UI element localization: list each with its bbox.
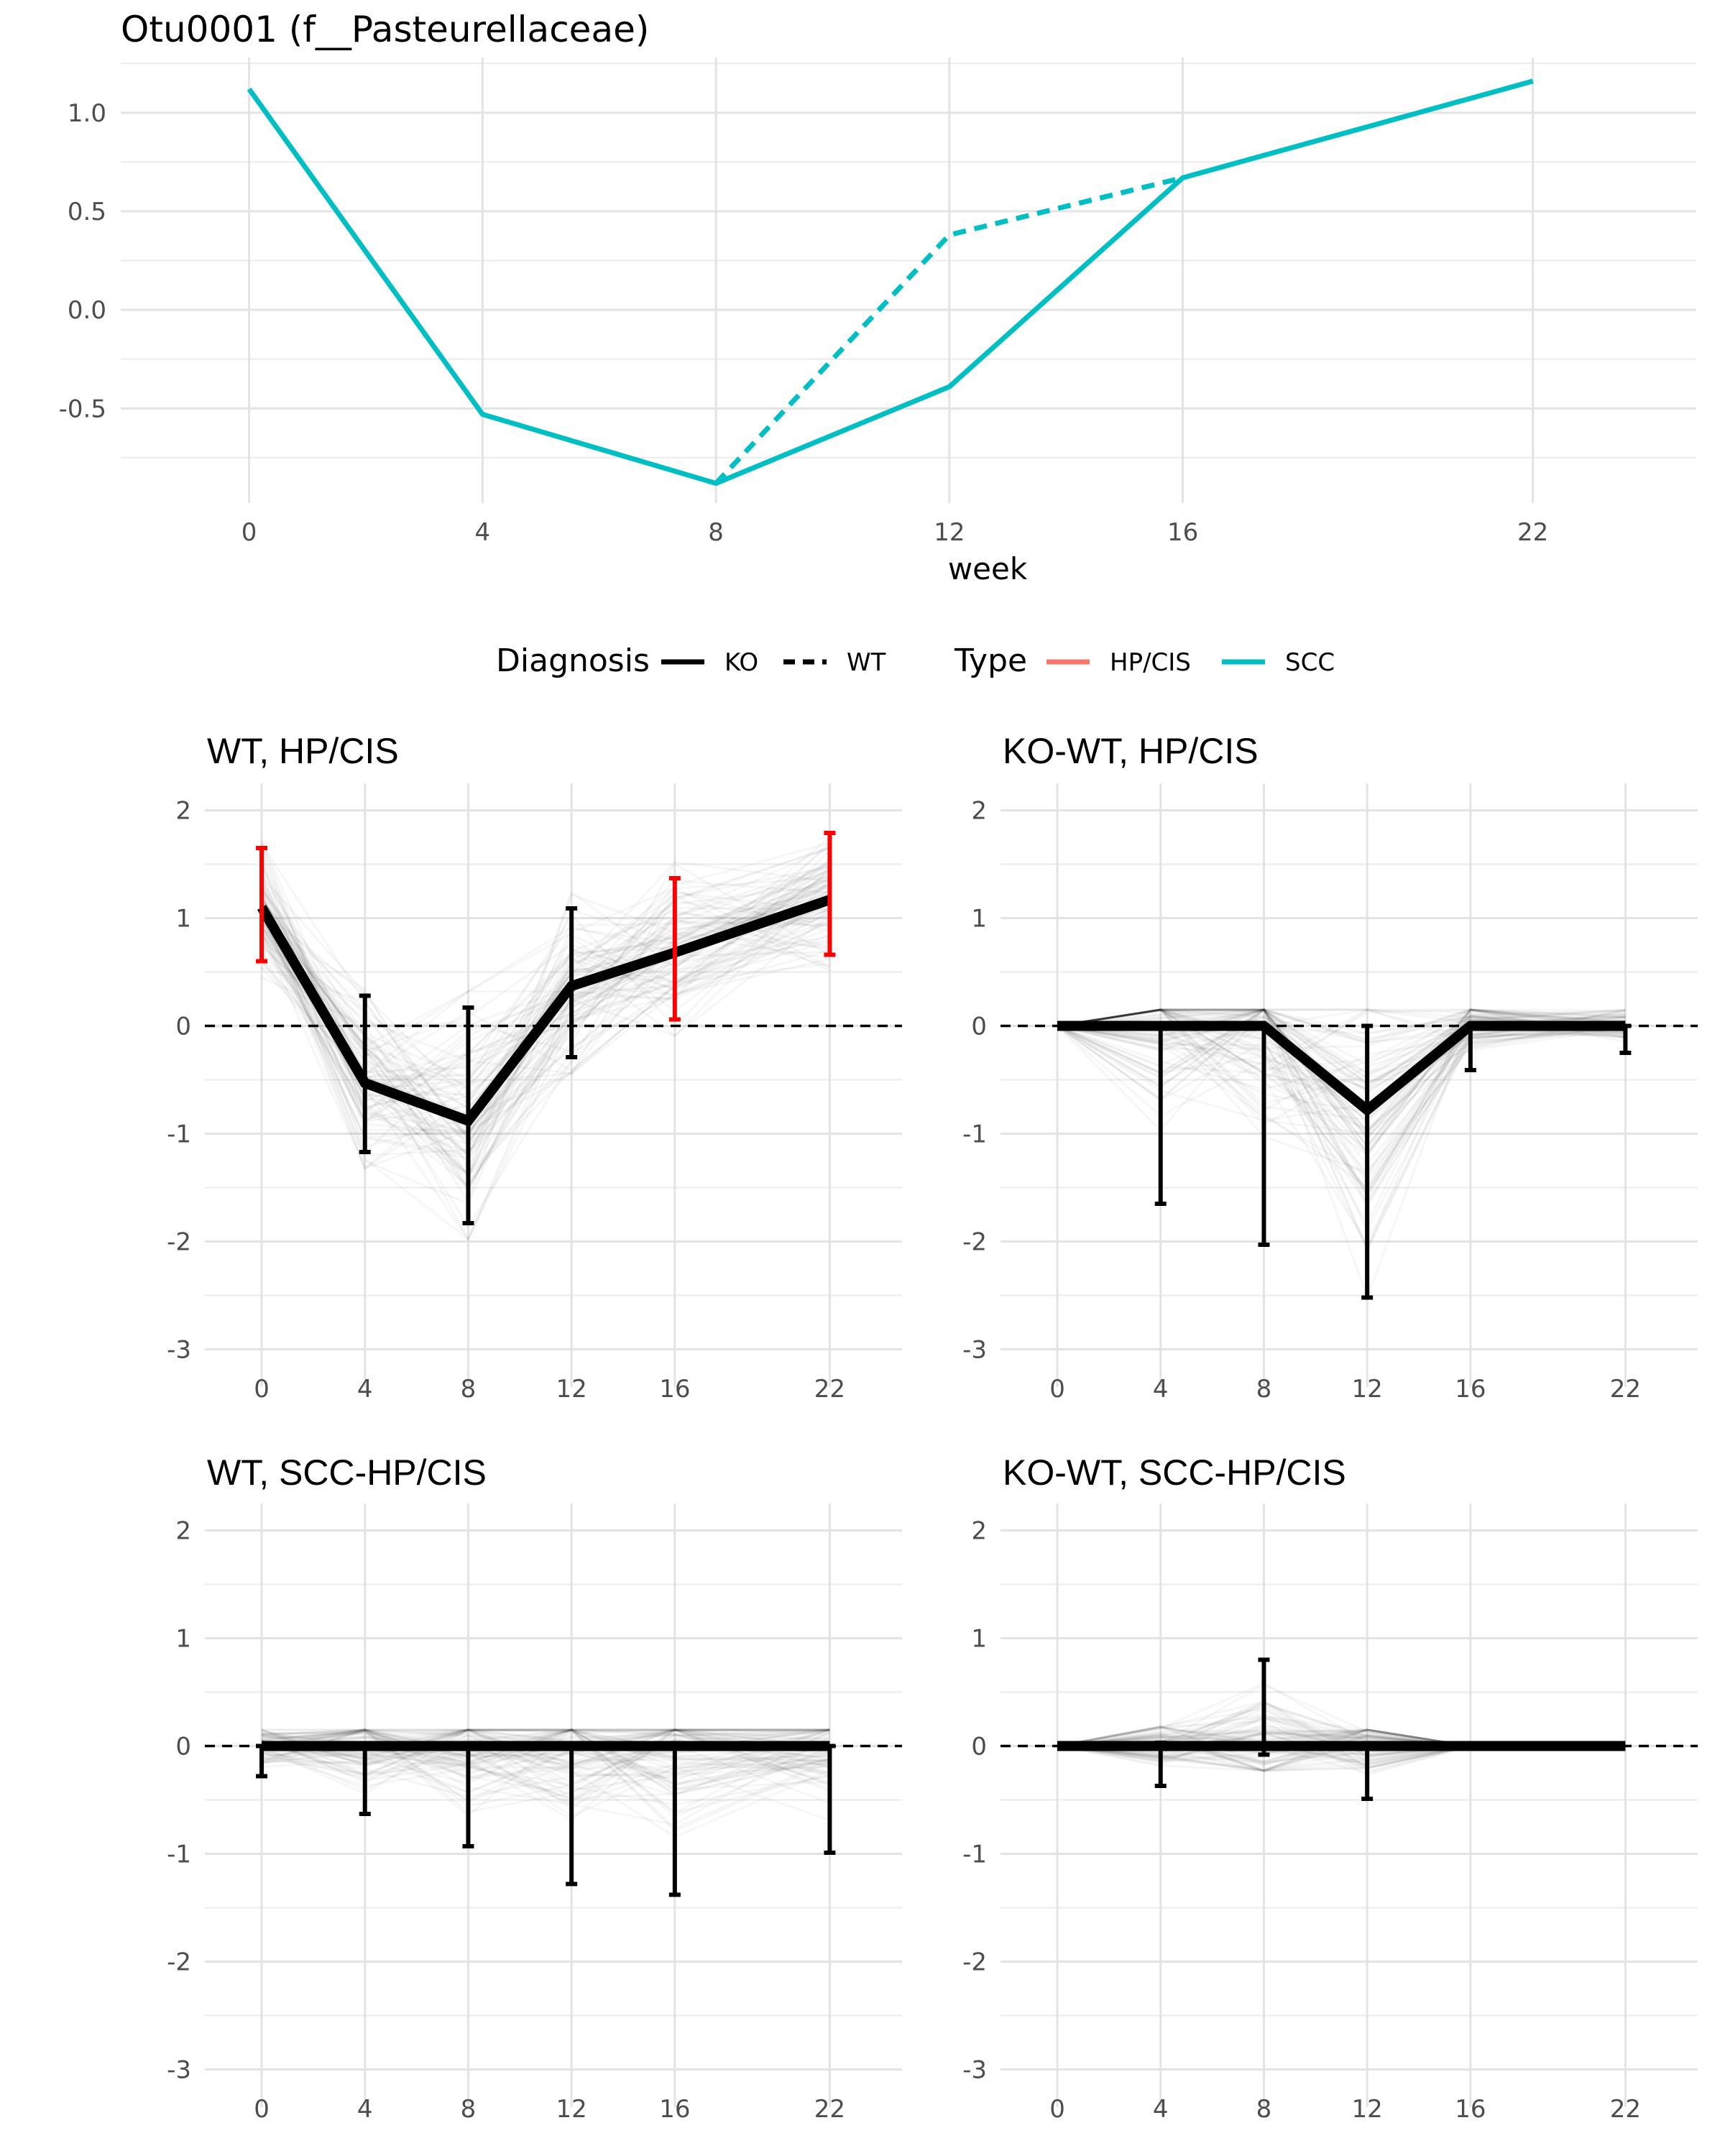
y-tick-label: 1 bbox=[971, 1625, 987, 1654]
y-tick-label: -1 bbox=[962, 1841, 987, 1869]
x-axis-title: week bbox=[948, 551, 1028, 586]
x-tick-label: 8 bbox=[461, 1375, 477, 1404]
grid-layer bbox=[121, 57, 1698, 2107]
x-tick-label: 22 bbox=[1610, 1375, 1641, 1404]
x-tick-label: 22 bbox=[1610, 2095, 1641, 2124]
x-tick-label: 4 bbox=[475, 518, 491, 547]
y-tick-label: 1 bbox=[175, 1625, 191, 1654]
y-tick-label: 2 bbox=[175, 797, 191, 826]
x-tick-label: 12 bbox=[934, 518, 965, 547]
x-tick-label: 22 bbox=[814, 1375, 845, 1404]
y-tick-label: -1 bbox=[167, 1841, 191, 1869]
x-tick-label: 16 bbox=[1167, 518, 1198, 547]
x-tick-label: 0 bbox=[1049, 1375, 1065, 1404]
x-tick-label: 12 bbox=[1352, 1375, 1383, 1404]
y-tick-label: 1.0 bbox=[68, 99, 106, 128]
y-tick-label: 0 bbox=[971, 1733, 987, 1761]
y-tick-label: -3 bbox=[962, 2056, 987, 2085]
panel-title: Otu0001 (f__Pasteurellaceae) bbox=[121, 9, 649, 50]
y-tick-label: -2 bbox=[962, 1948, 987, 1977]
x-tick-label: 16 bbox=[1455, 1375, 1486, 1404]
x-tick-label: 16 bbox=[659, 2095, 690, 2124]
x-tick-label: 22 bbox=[1517, 518, 1548, 547]
x-tick-label: 4 bbox=[357, 1375, 373, 1404]
y-tick-label: 0 bbox=[175, 1013, 191, 1041]
panel-title: KO-WT, SCC-HP/CIS bbox=[1003, 1452, 1346, 1493]
y-tick-label: 0 bbox=[175, 1733, 191, 1761]
panel-title: WT, SCC-HP/CIS bbox=[207, 1452, 487, 1493]
x-tick-label: 16 bbox=[659, 1375, 690, 1404]
legend-ko-label: KO bbox=[724, 648, 758, 677]
y-tick-label: 0 bbox=[971, 1013, 987, 1041]
x-tick-label: 12 bbox=[556, 1375, 587, 1404]
y-tick-label: 1 bbox=[175, 905, 191, 934]
x-tick-label: 4 bbox=[1153, 2095, 1169, 2124]
y-tick-label: -0.5 bbox=[59, 395, 106, 423]
x-tick-label: 12 bbox=[556, 2095, 587, 2124]
legend-hpcis-label: HP/CIS bbox=[1110, 648, 1191, 677]
x-tick-label: 16 bbox=[1455, 2095, 1486, 2124]
legend-scc-label: SCC bbox=[1285, 648, 1335, 677]
y-tick-label: 2 bbox=[175, 1517, 191, 1546]
y-tick-label: 2 bbox=[971, 1517, 987, 1546]
y-tick-label: 1 bbox=[971, 905, 987, 934]
x-tick-label: 8 bbox=[708, 518, 724, 547]
x-tick-label: 4 bbox=[357, 2095, 373, 2124]
x-tick-label: 12 bbox=[1352, 2095, 1383, 2124]
y-tick-label: 2 bbox=[971, 797, 987, 826]
legend: Diagnosis KO WT Type HP/CIS SCC bbox=[496, 642, 1335, 679]
x-tick-label: 8 bbox=[461, 2095, 477, 2124]
x-tick-label: 8 bbox=[1256, 2095, 1272, 2124]
y-tick-label: 0.0 bbox=[68, 296, 106, 325]
panel-title: WT, HP/CIS bbox=[207, 731, 399, 771]
y-tick-label: 0.5 bbox=[68, 198, 106, 226]
x-tick-label: 22 bbox=[814, 2095, 845, 2124]
y-tick-label: -1 bbox=[962, 1120, 987, 1149]
mean-line bbox=[257, 895, 832, 1127]
y-tick-label: -2 bbox=[167, 1948, 191, 1977]
x-tick-label: 0 bbox=[254, 2095, 270, 2124]
y-tick-label: -1 bbox=[167, 1120, 191, 1149]
y-tick-label: -2 bbox=[962, 1228, 987, 1257]
panel-title: KO-WT, HP/CIS bbox=[1003, 731, 1259, 771]
legend-type-title: Type bbox=[954, 642, 1027, 679]
y-tick-label: -3 bbox=[167, 1336, 191, 1365]
x-tick-label: 0 bbox=[254, 1375, 270, 1404]
y-tick-label: -2 bbox=[167, 1228, 191, 1257]
y-tick-label: -3 bbox=[962, 1336, 987, 1365]
x-tick-label: 0 bbox=[242, 518, 257, 547]
legend-wt-label: WT bbox=[847, 648, 886, 677]
x-tick-label: 8 bbox=[1256, 1375, 1272, 1404]
legend-diagnosis-title: Diagnosis bbox=[496, 642, 650, 679]
series-line-scc-wt bbox=[714, 175, 1184, 485]
series-line-scc-ko bbox=[247, 78, 1534, 487]
x-tick-label: 0 bbox=[1049, 2095, 1065, 2124]
x-tick-label: 4 bbox=[1153, 1375, 1169, 1404]
posterior-draws-layer bbox=[262, 837, 1625, 1837]
mean-line bbox=[1057, 1021, 1626, 1117]
marks-layer bbox=[205, 78, 1698, 1897]
y-tick-label: -3 bbox=[167, 2056, 191, 2085]
